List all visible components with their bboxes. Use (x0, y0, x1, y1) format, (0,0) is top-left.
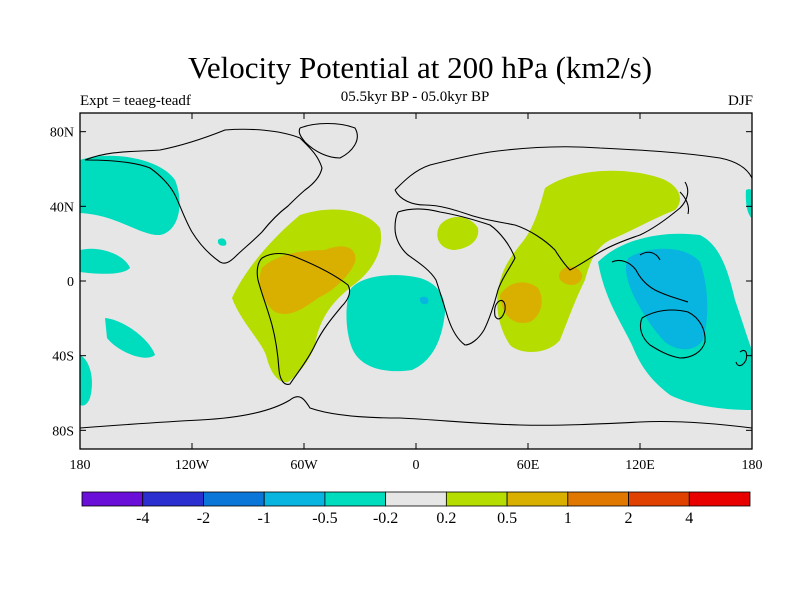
coast-europe-asia (394, 146, 752, 271)
x-tick-label: 60W (290, 458, 318, 473)
colorbar-swatch (445, 491, 508, 507)
x-tick-label: 180 (742, 458, 763, 473)
colorbar-swatch (567, 491, 629, 507)
chart-title: Velocity Potential at 200 hPa (km2/s) (187, 50, 653, 85)
pos-region-africa (437, 217, 479, 250)
colorbar-swatch (324, 491, 387, 507)
coast-africa (394, 208, 516, 346)
colorbar-swatch (203, 491, 265, 507)
coast-madagascar (494, 299, 506, 320)
neg-region-atlantic-spot (419, 296, 429, 305)
coast-south-america (256, 252, 351, 385)
y-tick-label: 40N (50, 200, 74, 215)
colorbar-label: 0.2 (436, 510, 456, 527)
x-tick-label: 60E (517, 458, 540, 473)
neg-region-atlantic-small (217, 238, 227, 246)
coast-new-zealand (735, 349, 748, 367)
axis-layer: 180 120W 60W 0 60E 120E 180 80N 40N 0 40S 80S (50, 113, 763, 473)
y-tick-label: 40S (52, 350, 74, 365)
colorbar-label: -4 (136, 510, 149, 527)
colorbar-label: 4 (685, 510, 693, 527)
colorbar-label: 1 (564, 510, 572, 527)
x-tick-label: 0 (413, 458, 420, 473)
colorbar-swatch (506, 491, 569, 507)
coast-greenland (298, 122, 358, 159)
neg-region-north-pacific (80, 155, 180, 236)
x-tick-label: 120E (625, 458, 655, 473)
colorbar-swatch (81, 491, 144, 507)
colorbar: -4 -2 -1 -0.5 -0.2 0.2 0.5 1 2 4 (81, 491, 751, 527)
colorbar-label: -0.5 (312, 510, 337, 527)
colorbar-label: -1 (258, 510, 271, 527)
x-tick-label: 120W (175, 458, 210, 473)
colorbar-label: 2 (625, 510, 633, 527)
coast-north-america (84, 128, 323, 264)
coast-japan (679, 191, 690, 215)
pos-region-amazon (259, 246, 356, 315)
pos-region-east-africa (500, 282, 542, 323)
colorbar-label: 0.5 (497, 510, 517, 527)
neg-region-maritime-continent (625, 248, 708, 350)
y-tick-label: 0 (67, 275, 74, 290)
colorbar-label: -0.2 (373, 510, 398, 527)
experiment-label: Expt = teaeg-teadf (80, 93, 191, 109)
neg-region-east-pacific (80, 248, 130, 274)
coastlines (80, 122, 752, 429)
coast-southeast-asia (611, 251, 689, 303)
coast-australia (639, 309, 706, 359)
colorbar-swatch (142, 491, 204, 507)
colorbar-label: -2 (197, 510, 210, 527)
colorbar-swatch (263, 491, 326, 507)
coast-antarctica (80, 396, 752, 429)
neg-region-sw-pacific-edge (80, 355, 92, 406)
season-label: DJF (727, 93, 753, 109)
colorbar-swatch (688, 491, 751, 507)
colorbar-swatch (385, 491, 447, 507)
colorbar-swatch (628, 491, 690, 507)
neg-region-south-pacific (105, 318, 155, 358)
pos-region-asia-indian (497, 170, 680, 352)
neg-region-north-atlantic-edge (745, 189, 752, 218)
x-tick-label: 180 (70, 458, 91, 473)
contour-fields (80, 155, 752, 410)
y-tick-label: 80N (50, 126, 74, 141)
pos-region-india (559, 266, 583, 285)
y-tick-label: 80S (52, 424, 74, 439)
chart-subtitle: 05.5kyr BP - 05.0kyr BP (340, 89, 490, 105)
